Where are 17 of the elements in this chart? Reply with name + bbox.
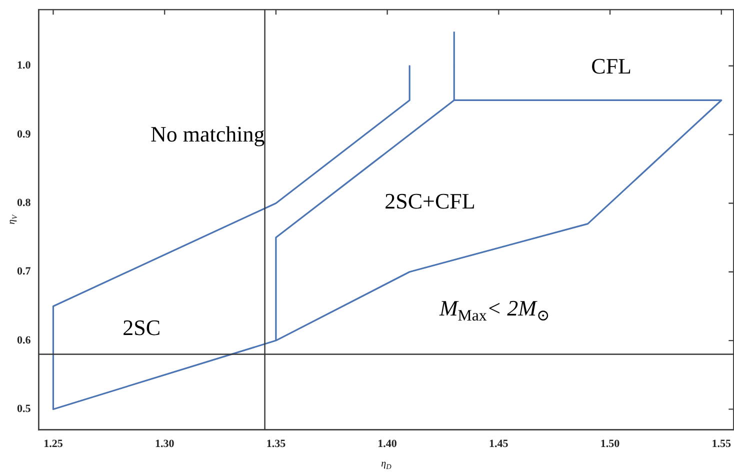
x-tick-label: 1.30 [154,438,175,450]
y-tick-label: 0.9 [17,128,32,140]
y-tick-label: 0.6 [17,334,32,346]
x-tick-label: 1.40 [378,438,398,450]
x-tick-label: 1.55 [712,438,732,450]
annotation: 2SC+CFL [384,188,476,214]
y-tick-label: 0.5 [17,403,32,416]
y-tick-label: 1.0 [17,60,32,72]
x-tick-label: 1.45 [489,438,509,450]
annotation: CFL [591,53,632,78]
y-tick-label: 0.8 [17,197,32,210]
annotation: No matching [150,121,265,146]
x-tick-label: 1.25 [44,438,64,450]
x-tick-label: 1.50 [600,438,620,450]
annotation: 2SC [122,315,161,340]
y-tick-label: 0.7 [17,266,32,278]
x-tick-label: 1.35 [266,438,286,450]
